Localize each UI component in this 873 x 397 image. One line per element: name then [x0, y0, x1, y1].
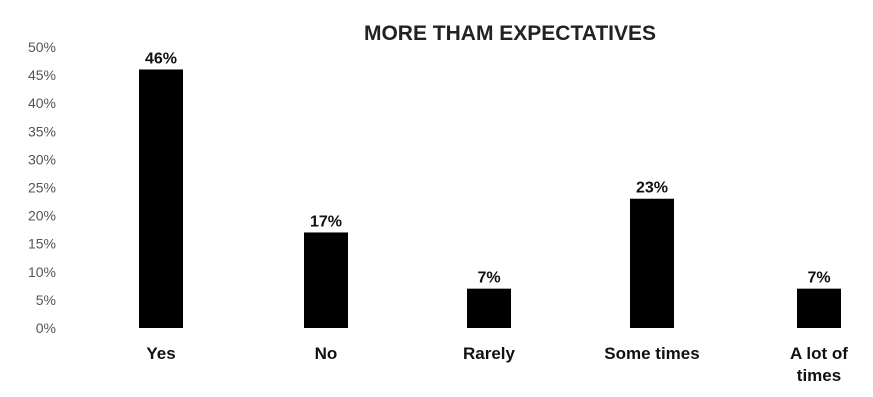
- chart-title: MORE THAM EXPECTATIVES: [364, 22, 656, 45]
- y-tick-label: 40%: [28, 95, 56, 111]
- bars: [139, 69, 841, 328]
- data-labels: 46% 17% 7% 23% 7%: [145, 50, 831, 286]
- y-axis: 0% 5% 10% 15% 20% 25% 30% 35% 40% 45% 50%: [28, 39, 56, 336]
- y-tick-label: 30%: [28, 151, 56, 167]
- data-label: 46%: [145, 50, 177, 67]
- y-tick-label: 10%: [28, 264, 56, 280]
- y-tick-label: 45%: [28, 67, 56, 83]
- x-tick-label: Some times: [604, 344, 699, 363]
- x-tick-label: times: [797, 366, 841, 385]
- bar: [467, 288, 511, 328]
- y-tick-label: 20%: [28, 208, 56, 224]
- data-label: 7%: [477, 270, 500, 287]
- data-label: 17%: [310, 213, 342, 230]
- y-tick-label: 50%: [28, 39, 56, 55]
- data-label: 7%: [807, 270, 830, 287]
- x-tick-label: A lot of: [790, 344, 848, 363]
- x-tick-label: No: [315, 344, 338, 363]
- y-tick-label: 5%: [36, 292, 56, 308]
- x-axis: Yes No Rarely Some times A lot of times: [146, 344, 848, 385]
- x-tick-label: Rarely: [463, 344, 516, 363]
- y-tick-label: 25%: [28, 180, 56, 196]
- y-tick-label: 0%: [36, 320, 56, 336]
- bar: [139, 69, 183, 328]
- bar: [304, 232, 348, 328]
- x-tick-label: Yes: [146, 344, 175, 363]
- y-tick-label: 35%: [28, 123, 56, 139]
- y-tick-label: 15%: [28, 236, 56, 252]
- bar: [797, 288, 841, 328]
- bar: [630, 198, 674, 328]
- data-label: 23%: [636, 180, 668, 197]
